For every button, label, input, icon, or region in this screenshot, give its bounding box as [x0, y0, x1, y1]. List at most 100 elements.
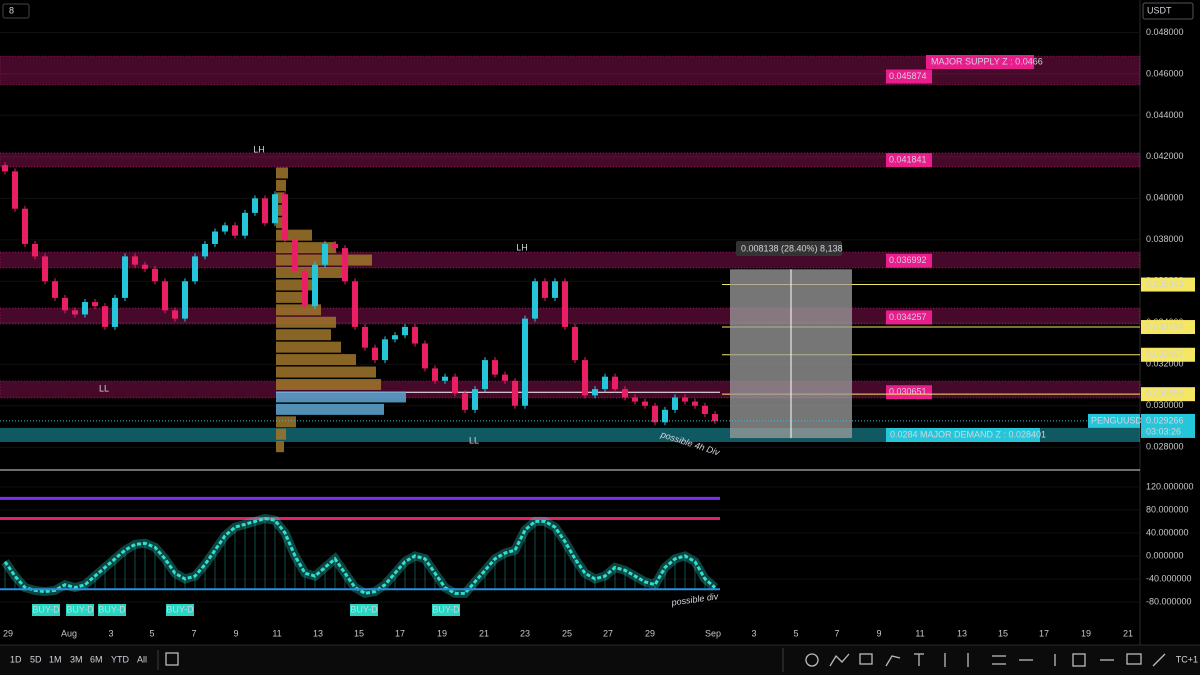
timeframe-button[interactable]: 3M — [70, 654, 83, 664]
candle — [12, 171, 18, 209]
timeframe-button[interactable]: 5D — [30, 654, 42, 664]
supply-label-box — [926, 55, 1034, 69]
candle — [2, 165, 8, 172]
y-tick-label: -80.000000 — [1146, 596, 1192, 606]
candle — [32, 243, 38, 257]
zone-label: 0.030651 — [889, 387, 927, 397]
y-tick-label: 40.000000 — [1146, 527, 1189, 537]
x-tick-label: 23 — [520, 628, 530, 638]
target-label-box — [1141, 387, 1195, 402]
currency-button[interactable] — [1142, 2, 1194, 20]
x-tick-label: 17 — [1039, 628, 1049, 638]
candle — [82, 302, 88, 315]
x-tick-label: 15 — [998, 628, 1008, 638]
y-tick-label: 0.032000 — [1146, 359, 1184, 369]
volume-bar — [276, 242, 336, 254]
buy-label-box — [432, 604, 460, 616]
timeframe-button[interactable]: 6M — [90, 654, 103, 664]
buy-label: BUY-D — [350, 604, 378, 614]
buy-label-box — [350, 604, 378, 616]
candle — [482, 360, 488, 390]
candle — [522, 318, 528, 406]
candle — [552, 281, 558, 298]
candle — [532, 281, 538, 319]
volume-bar — [276, 179, 286, 191]
x-tick-label: Aug — [61, 628, 77, 638]
y-tick-label: 0.048000 — [1146, 27, 1184, 37]
x-tick-label: 7 — [834, 628, 839, 638]
buy-label-box — [166, 604, 194, 616]
candle — [592, 389, 598, 396]
volume-bar — [276, 291, 306, 303]
candle — [512, 380, 518, 406]
y-tick-label: 0.046000 — [1146, 68, 1184, 78]
x-tick-label: 9 — [233, 628, 238, 638]
candle — [472, 389, 478, 410]
candle — [662, 409, 668, 423]
x-tick-label: 21 — [1123, 628, 1133, 638]
x-tick-label: 13 — [313, 628, 323, 638]
volume-bar — [276, 403, 384, 415]
buy-label-box — [32, 604, 60, 616]
candle — [332, 243, 338, 249]
candle — [682, 397, 688, 402]
candle — [22, 208, 28, 244]
y-tick-label: 0.040000 — [1146, 193, 1184, 203]
candle — [602, 376, 608, 390]
measure-label: 0.008138 (28.40%) 8,138 — [741, 243, 843, 253]
x-tick-label: 13 — [957, 628, 967, 638]
volume-bar — [276, 217, 286, 229]
x-tick-label: 21 — [479, 628, 489, 638]
volume-bar — [276, 204, 282, 216]
x-tick-label: 7 — [191, 628, 196, 638]
y-tick-label: 0.038000 — [1146, 234, 1184, 244]
x-tick-label: 11 — [915, 628, 924, 638]
bottom-toolbar — [0, 645, 1200, 675]
volume-bar — [276, 192, 284, 204]
zone-label: 0.034257 — [889, 312, 927, 322]
candle — [422, 343, 428, 369]
candle — [92, 302, 98, 307]
annotation: LL — [99, 383, 109, 393]
volume-bar — [276, 279, 316, 291]
candle — [122, 256, 128, 298]
candle — [612, 376, 618, 390]
y-tick-label: 0.042000 — [1146, 151, 1184, 161]
candle — [502, 374, 508, 381]
currency-label[interactable]: USDT — [1147, 5, 1172, 15]
interval-label[interactable]: 8 — [9, 5, 14, 15]
candle — [252, 198, 258, 213]
candle — [652, 405, 658, 423]
countdown: 03:03:26 — [1146, 426, 1181, 436]
buy-label: BUY-D — [98, 604, 126, 614]
volume-bar — [276, 441, 284, 453]
candle — [202, 243, 208, 257]
timeframe-button[interactable]: YTD — [111, 654, 130, 664]
interval-button[interactable] — [2, 3, 30, 19]
candle — [562, 281, 568, 327]
drawing-tools — [157, 648, 1166, 672]
timeframe-button[interactable]: All — [137, 654, 147, 664]
volume-bar — [276, 316, 336, 328]
volume-bar — [276, 167, 288, 179]
candle — [112, 297, 118, 327]
y-tick-label: 120.000000 — [1146, 481, 1194, 491]
candle — [632, 397, 638, 402]
price-label: 0.029266 — [1146, 415, 1184, 425]
buy-label-box — [66, 604, 94, 616]
timeframe-button[interactable]: 1M — [49, 654, 62, 664]
candle — [452, 376, 458, 394]
candle — [182, 281, 188, 319]
candle — [622, 389, 628, 398]
candle — [312, 264, 318, 307]
zone-label: 0.045874 — [889, 71, 927, 81]
volume-bar — [276, 366, 376, 378]
timezone[interactable]: TC+1 — [1176, 654, 1198, 664]
timeframe-button[interactable]: 1D — [10, 654, 22, 664]
candle — [402, 326, 408, 336]
supply-label: MAJOR SUPPLY Z : 0.0466 — [931, 56, 1043, 66]
candle — [352, 281, 358, 327]
candle — [142, 264, 148, 269]
